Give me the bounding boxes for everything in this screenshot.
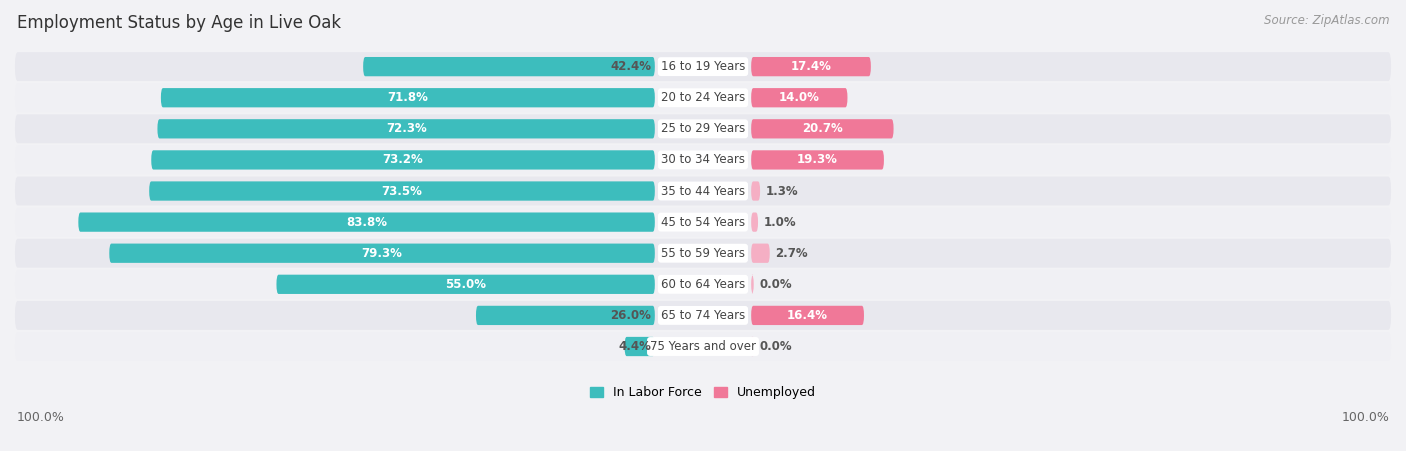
- Text: 25 to 29 Years: 25 to 29 Years: [661, 122, 745, 135]
- Text: Source: ZipAtlas.com: Source: ZipAtlas.com: [1264, 14, 1389, 27]
- Text: 0.0%: 0.0%: [759, 340, 792, 353]
- FancyBboxPatch shape: [15, 332, 1391, 361]
- FancyBboxPatch shape: [15, 207, 1391, 237]
- Text: 73.2%: 73.2%: [382, 153, 423, 166]
- Text: 72.3%: 72.3%: [385, 122, 426, 135]
- Text: 79.3%: 79.3%: [361, 247, 402, 260]
- FancyBboxPatch shape: [624, 337, 655, 356]
- Text: 1.3%: 1.3%: [766, 184, 799, 198]
- FancyBboxPatch shape: [751, 181, 761, 201]
- FancyBboxPatch shape: [15, 83, 1391, 112]
- FancyBboxPatch shape: [277, 275, 655, 294]
- Text: 42.4%: 42.4%: [610, 60, 651, 73]
- Text: 100.0%: 100.0%: [1341, 411, 1389, 424]
- Text: 30 to 34 Years: 30 to 34 Years: [661, 153, 745, 166]
- Text: 83.8%: 83.8%: [346, 216, 387, 229]
- FancyBboxPatch shape: [363, 57, 655, 76]
- Text: 55.0%: 55.0%: [446, 278, 486, 291]
- Text: 20.7%: 20.7%: [801, 122, 842, 135]
- Text: 20 to 24 Years: 20 to 24 Years: [661, 91, 745, 104]
- FancyBboxPatch shape: [15, 270, 1391, 299]
- Text: 71.8%: 71.8%: [388, 91, 429, 104]
- FancyBboxPatch shape: [751, 150, 884, 170]
- FancyBboxPatch shape: [751, 275, 754, 294]
- FancyBboxPatch shape: [157, 119, 655, 138]
- FancyBboxPatch shape: [15, 301, 1391, 330]
- FancyBboxPatch shape: [751, 337, 754, 356]
- FancyBboxPatch shape: [751, 212, 758, 232]
- FancyBboxPatch shape: [15, 115, 1391, 143]
- FancyBboxPatch shape: [751, 119, 894, 138]
- FancyBboxPatch shape: [110, 244, 655, 263]
- Text: 73.5%: 73.5%: [381, 184, 422, 198]
- FancyBboxPatch shape: [751, 88, 848, 107]
- Text: 16.4%: 16.4%: [787, 309, 828, 322]
- FancyBboxPatch shape: [751, 57, 870, 76]
- FancyBboxPatch shape: [15, 52, 1391, 81]
- FancyBboxPatch shape: [751, 306, 863, 325]
- FancyBboxPatch shape: [15, 176, 1391, 206]
- FancyBboxPatch shape: [15, 146, 1391, 175]
- Text: 45 to 54 Years: 45 to 54 Years: [661, 216, 745, 229]
- Text: 75 Years and over: 75 Years and over: [650, 340, 756, 353]
- FancyBboxPatch shape: [15, 239, 1391, 268]
- Text: 55 to 59 Years: 55 to 59 Years: [661, 247, 745, 260]
- Legend: In Labor Force, Unemployed: In Labor Force, Unemployed: [591, 387, 815, 399]
- FancyBboxPatch shape: [79, 212, 655, 232]
- Text: 14.0%: 14.0%: [779, 91, 820, 104]
- Text: 26.0%: 26.0%: [610, 309, 651, 322]
- Text: 17.4%: 17.4%: [790, 60, 831, 73]
- Text: 0.0%: 0.0%: [759, 278, 792, 291]
- Text: 1.0%: 1.0%: [763, 216, 796, 229]
- FancyBboxPatch shape: [477, 306, 655, 325]
- FancyBboxPatch shape: [160, 88, 655, 107]
- Text: 19.3%: 19.3%: [797, 153, 838, 166]
- Text: 4.4%: 4.4%: [619, 340, 651, 353]
- Text: Employment Status by Age in Live Oak: Employment Status by Age in Live Oak: [17, 14, 342, 32]
- Text: 65 to 74 Years: 65 to 74 Years: [661, 309, 745, 322]
- Text: 60 to 64 Years: 60 to 64 Years: [661, 278, 745, 291]
- FancyBboxPatch shape: [751, 244, 769, 263]
- Text: 2.7%: 2.7%: [775, 247, 808, 260]
- FancyBboxPatch shape: [149, 181, 655, 201]
- Text: 35 to 44 Years: 35 to 44 Years: [661, 184, 745, 198]
- Text: 16 to 19 Years: 16 to 19 Years: [661, 60, 745, 73]
- Text: 100.0%: 100.0%: [17, 411, 65, 424]
- FancyBboxPatch shape: [152, 150, 655, 170]
